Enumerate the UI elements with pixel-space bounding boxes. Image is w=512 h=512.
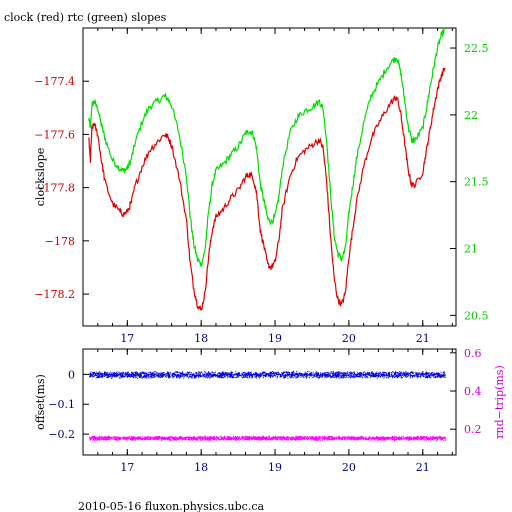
y-tick-label: −177.4 [34,75,75,88]
y-tick-label: 0 [68,368,75,381]
y-right-tick-label: 0.6 [464,347,482,360]
x-tick-label: 18 [194,332,208,345]
bottom-ticks: 17 18 19 20 21 0 −0.1 −0.2 0.6 0.4 0.2 [48,347,481,474]
bottom-right-axis-label: rnd−trip(ms) [493,365,506,439]
series-dots-offset [88,370,446,379]
y-right-tick-label: 20.5 [464,309,489,322]
y-tick-label: −0.2 [48,428,75,441]
y-right-tick-label: 0.4 [464,385,482,398]
y-tick-label: −0.1 [48,398,75,411]
x-tick-label: 18 [194,461,208,474]
y-right-tick-label: 22 [464,109,478,122]
top-ticks: 17 18 19 20 21 −177.4 −177.6 −177.8 −178 −178.2 22… [34,28,489,345]
top-plot-frame [82,27,457,327]
x-tick-label: 17 [120,461,134,474]
series-points-rnd-trip [89,435,446,442]
x-tick-label: 21 [416,332,430,345]
x-tick-label: 17 [120,332,134,345]
series-points-offset [88,370,446,379]
chart-title: clock (red) rtc (green) slopes [4,11,167,24]
y-right-tick-label: 21.5 [464,176,489,189]
x-tick-label: 20 [342,332,356,345]
y-tick-label: −178.2 [34,288,75,301]
x-tick-label: 19 [268,461,282,474]
series-line-clock [88,67,446,311]
x-tick-label: 19 [268,332,282,345]
bottom-y-axis-label: offset(ms) [34,374,47,430]
x-tick-label: 21 [416,461,430,474]
y-right-tick-label: 21 [464,242,478,255]
bottom-plot-frame [82,348,457,456]
top-y-axis-label: clockslope [34,148,47,206]
top-panel: 17 18 19 20 21 −177.4 −177.6 −177.8 −178 −178.2 22… [34,26,489,345]
bottom-panel: 17 18 19 20 210−0.1−0.20.60.40.2 offset(ms) … [34,347,506,474]
top-series [88,26,446,311]
y-right-tick-label: 22.5 [464,42,489,55]
y-right-tick-label: 0.2 [464,423,482,436]
series-line-rtc [88,26,446,267]
bottom-series [88,370,446,442]
footer-caption: 2010-05-16 fluxon.physics.ubc.ca [78,500,264,512]
y-tick-label: −177.6 [34,128,75,141]
y-tick-label: −177.8 [34,182,75,195]
series-dots-rnd-trip [89,435,446,442]
y-tick-label: −178 [45,235,75,248]
x-tick-label: 20 [342,461,356,474]
